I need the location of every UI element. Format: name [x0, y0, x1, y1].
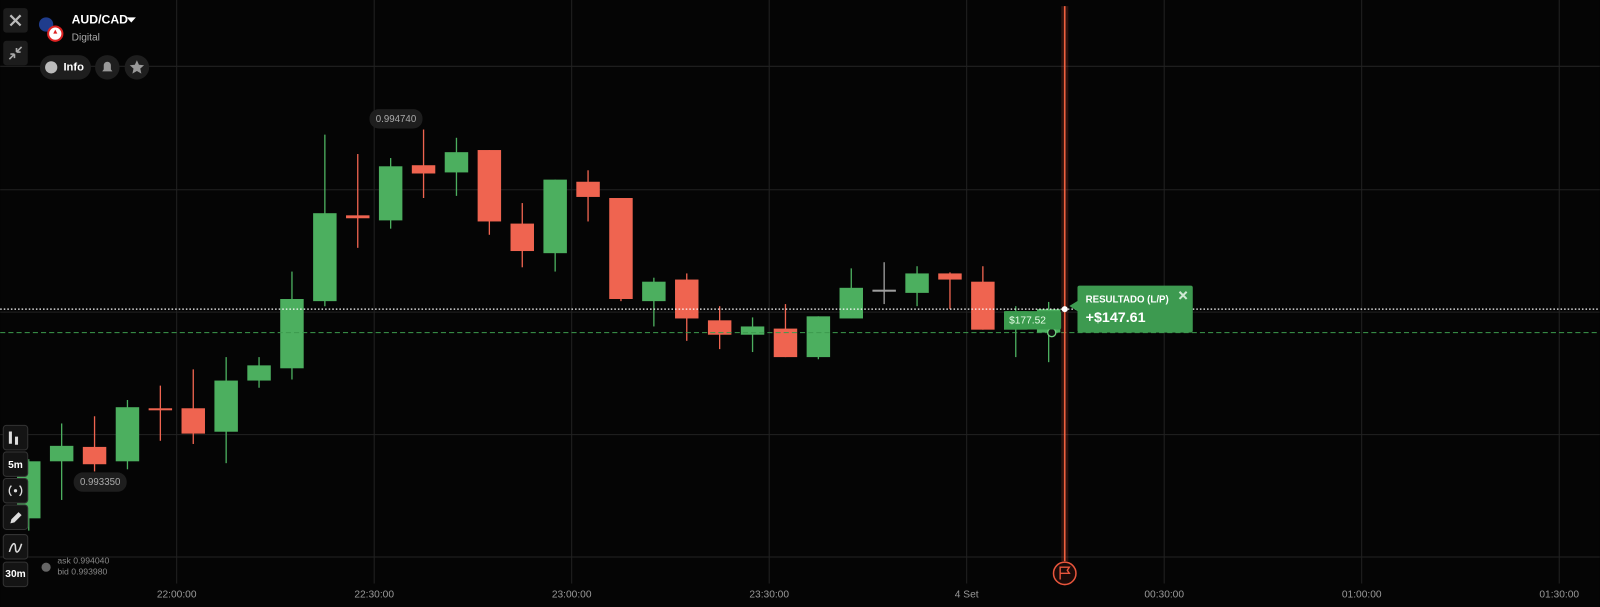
result-title: RESULTADO (L/P) [1086, 294, 1169, 305]
entry-marker [1046, 327, 1057, 338]
candle-body [148, 408, 173, 411]
period: 30m [5, 569, 25, 580]
result-pointer [1069, 300, 1078, 312]
max-label-bg [369, 109, 423, 129]
x-tick-label: 00:30:00 [1144, 589, 1184, 600]
collapse-button[interactable] [3, 40, 28, 66]
curve-icon [8, 542, 23, 553]
candle-body [181, 408, 205, 434]
bid-quote: bid 0.993980 [57, 567, 107, 577]
candle-body [872, 289, 896, 292]
x-tick-label: 22:00:00 [157, 589, 197, 600]
bell-icon [102, 61, 113, 72]
close-icon [9, 14, 22, 27]
current-price-dot [1061, 306, 1068, 313]
candle-body [214, 380, 238, 432]
candle-body [543, 179, 567, 254]
candle-body [675, 279, 699, 319]
candle-body [707, 320, 732, 335]
indicators-icon [8, 485, 23, 497]
info-button[interactable] [39, 55, 91, 80]
draw-icon [10, 512, 22, 524]
x-tick-label: 22:30:00 [354, 589, 394, 600]
result-close[interactable] [1178, 291, 1188, 300]
overlay: 0.994740 0.993350 $177.52 RESULTADO (L/P) +$… [0, 6, 1600, 586]
indicators-dot [13, 489, 18, 493]
timeframe: 5m [8, 460, 23, 471]
candle-body [313, 213, 337, 302]
help-icon[interactable] [41, 562, 51, 572]
candle-body [411, 165, 436, 174]
max-label: 0.994740 [376, 114, 417, 125]
x-tick-label: 23:30:00 [749, 589, 789, 600]
star-icon [129, 60, 145, 74]
candle-body [510, 223, 534, 252]
x-tick-label: 4 Set [955, 589, 979, 600]
amount-tag [1004, 311, 1062, 330]
result-value: +$147.61 [1086, 310, 1146, 326]
chart-type-icon [8, 431, 19, 445]
timeframe-button[interactable] [2, 451, 29, 477]
flag-leaf [53, 29, 58, 34]
candle-body [82, 446, 107, 465]
candle-body [49, 445, 74, 462]
candle-body [773, 328, 798, 358]
amount: $177.52 [1009, 316, 1046, 327]
expiry-flag [1059, 566, 1071, 580]
candle-body [346, 215, 370, 219]
symbol[interactable]: AUD/CAD [72, 13, 129, 27]
candle-body [477, 150, 502, 222]
symbol-dropdown[interactable] [126, 17, 136, 23]
candle-body [378, 166, 403, 221]
candle-body [642, 281, 666, 302]
period-button[interactable] [2, 561, 29, 588]
candle-body [609, 198, 633, 300]
candle-body [115, 407, 140, 462]
candle-body [740, 326, 765, 335]
candle-body [576, 181, 600, 197]
candle-body [905, 273, 929, 293]
candle-body [971, 281, 995, 330]
x-tick-label: 01:30:00 [1539, 589, 1579, 600]
candle-body [444, 152, 469, 173]
min-label-bg [73, 472, 127, 492]
info-icon [45, 61, 58, 74]
candle-body [938, 273, 962, 280]
x-tick-label: 01:00:00 [1342, 589, 1382, 600]
min-label: 0.993350 [80, 477, 121, 488]
candle-body [247, 365, 271, 381]
candle-body [806, 316, 831, 358]
ask-quote: ask 0.994040 [57, 555, 109, 565]
candle-body [280, 299, 304, 369]
candle-body [839, 287, 863, 319]
x-tick-label: 23:00:00 [552, 589, 592, 600]
candles [17, 129, 1061, 531]
instrument: Digital [72, 32, 100, 43]
collapse-icon [8, 46, 23, 60]
result-box [1077, 285, 1193, 333]
info-label: Info [63, 61, 84, 73]
